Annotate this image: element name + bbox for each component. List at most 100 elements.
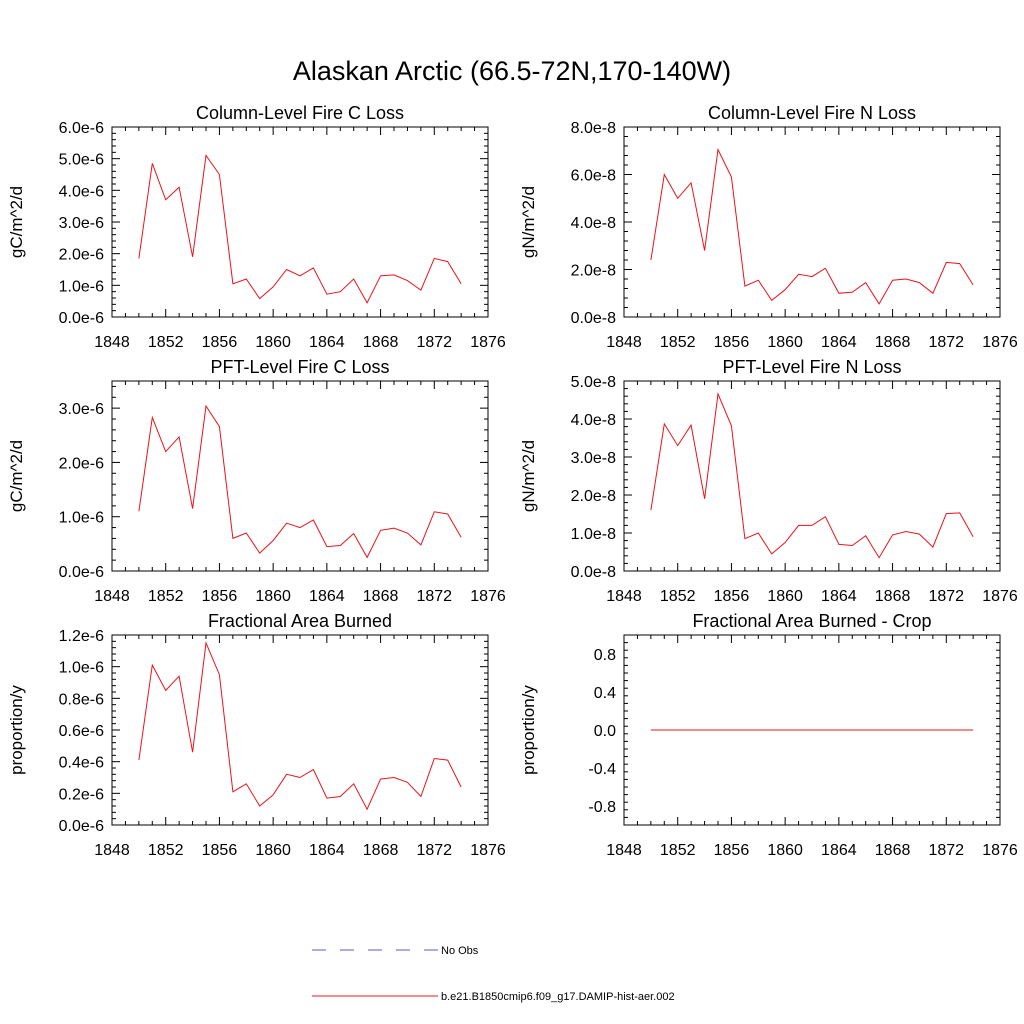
panel-4-xtick-label: 1864 xyxy=(821,588,857,605)
panel-1-ytick-label: 4.0e-6 xyxy=(59,183,104,200)
panel-3: PFT-Level Fire C Loss gC/m^2/d 1848 1852 185… xyxy=(7,357,506,605)
panel-5-xtick-label: 1876 xyxy=(470,842,506,859)
panel-6-xtick-label: 1856 xyxy=(714,842,750,859)
legend: No Obs b.e21.B1850cmip6.f09_g17.DAMIP-hi… xyxy=(312,945,675,1003)
panel-5-ytick-label: 0.4e-6 xyxy=(59,755,104,772)
panel-1-xtick-label: 1876 xyxy=(470,334,506,351)
panel-1-xtick-label: 1872 xyxy=(416,334,452,351)
panel-4: PFT-Level Fire N Loss gN/m^2/d 1848 1852 185… xyxy=(519,357,1018,605)
panel-6-xtick-label: 1868 xyxy=(875,842,911,859)
legend-entry-1-label: b.e21.B1850cmip6.f09_g17.DAMIP-hist-aer.… xyxy=(441,991,675,1003)
panel-4-frame xyxy=(623,380,1001,572)
panel-5-ylabel: proportion/y xyxy=(7,685,26,775)
panel-4-xtick-label: 1848 xyxy=(606,588,642,605)
panel-4-title: PFT-Level Fire N Loss xyxy=(722,357,901,377)
panel-2-ylabel: gN/m^2/d xyxy=(519,186,538,258)
panel-4-ytick-label: 3.0e-8 xyxy=(571,450,616,467)
panel-5-xtick-label: 1872 xyxy=(416,842,452,859)
panel-1-xtick-label: 1856 xyxy=(202,334,238,351)
panel-6-ytick-label: 0.8 xyxy=(594,647,616,664)
panel-1-ytick-label: 1.0e-6 xyxy=(59,278,104,295)
panel-6-ylabel: proportion/y xyxy=(519,685,538,775)
panel-5-ytick-label: 0.6e-6 xyxy=(59,723,104,740)
panel-1-ylabel: gC/m^2/d xyxy=(7,186,26,258)
panel-3-frame xyxy=(111,380,489,572)
panel-6-xtick-label: 1876 xyxy=(982,842,1018,859)
panel-3-xtick-label: 1864 xyxy=(309,588,345,605)
panel-4-series-line xyxy=(650,391,974,559)
panel-6-ytick-label: -0.8 xyxy=(588,799,616,816)
panel-3-series-line xyxy=(138,404,462,559)
panel-2-xtick-label: 1864 xyxy=(821,334,857,351)
panel-5-ytick-label: 1.0e-6 xyxy=(59,660,104,677)
panel-6-ytick-label: 0.0 xyxy=(594,723,616,740)
panel-1-title: Column-Level Fire C Loss xyxy=(196,103,404,123)
panel-2: Column-Level Fire N Loss gN/m^2/d 1848 1852… xyxy=(519,103,1018,351)
panel-2-xtick-label: 1860 xyxy=(767,334,803,351)
panel-2-ytick-label: 2.0e-8 xyxy=(571,263,616,280)
panel-6-xtick-label: 1872 xyxy=(928,842,964,859)
panel-4-xtick-label: 1876 xyxy=(982,588,1018,605)
panel-6-xtick-label: 1860 xyxy=(767,842,803,859)
panel-4-xtick-label: 1872 xyxy=(928,588,964,605)
panel-5-ytick-label: 0.0e-6 xyxy=(59,818,104,835)
panel-2-ytick-label: 6.0e-8 xyxy=(571,168,616,185)
panel-4-xtick-label: 1856 xyxy=(714,588,750,605)
panel-3-ytick-label: 0.0e-6 xyxy=(59,564,104,581)
panel-4-ytick-label: 2.0e-8 xyxy=(571,488,616,505)
panel-3-xtick-label: 1876 xyxy=(470,588,506,605)
panel-6-ytick-label: 0.4 xyxy=(594,685,616,702)
panel-6-title: Fractional Area Burned - Crop xyxy=(692,611,931,631)
panel-2-ytick-label: 0.0e-8 xyxy=(571,310,616,327)
panel-3-xtick-label: 1868 xyxy=(363,588,399,605)
panel-5-xtick-label: 1852 xyxy=(148,842,184,859)
panel-2-series-line xyxy=(650,147,974,305)
panel-5-xtick-label: 1848 xyxy=(94,842,130,859)
panel-4-ylabel: gN/m^2/d xyxy=(519,440,538,512)
panel-2-xtick-label: 1856 xyxy=(714,334,750,351)
panel-1-ytick-label: 5.0e-6 xyxy=(59,152,104,169)
panel-4-ytick-label: 4.0e-8 xyxy=(571,412,616,429)
panel-1-ytick-label: 0.0e-6 xyxy=(59,310,104,327)
panel-3-title: PFT-Level Fire C Loss xyxy=(210,357,389,377)
panel-1-xtick-label: 1852 xyxy=(148,334,184,351)
panel-5-title: Fractional Area Burned xyxy=(208,611,392,631)
panel-2-frame xyxy=(623,126,1001,318)
panel-4-xtick-label: 1860 xyxy=(767,588,803,605)
panel-1-xtick-label: 1864 xyxy=(309,334,345,351)
panel-1-ytick-label: 3.0e-6 xyxy=(59,215,104,232)
panel-1-frame xyxy=(111,126,489,318)
panel-4-ytick-label: 5.0e-8 xyxy=(571,374,616,391)
panel-1-xtick-label: 1860 xyxy=(255,334,291,351)
panel-1-ytick-label: 6.0e-6 xyxy=(59,120,104,137)
panel-5-xtick-label: 1856 xyxy=(202,842,238,859)
panel-2-title: Column-Level Fire N Loss xyxy=(708,103,916,123)
panel-2-ytick-label: 8.0e-8 xyxy=(571,120,616,137)
panel-3-ytick-label: 1.0e-6 xyxy=(59,510,104,527)
panel-5-frame xyxy=(111,634,489,826)
panel-2-xtick-label: 1876 xyxy=(982,334,1018,351)
panel-2-xtick-label: 1852 xyxy=(660,334,696,351)
panel-2-xtick-label: 1848 xyxy=(606,334,642,351)
panel-1-xtick-label: 1848 xyxy=(94,334,130,351)
panel-5-xtick-label: 1860 xyxy=(255,842,291,859)
panel-5: Fractional Area Burned proportion/y 1848 18… xyxy=(7,611,506,859)
legend-entry-0-label: No Obs xyxy=(441,945,479,957)
panel-1-ytick-label: 2.0e-6 xyxy=(59,247,104,264)
panel-2-xtick-label: 1872 xyxy=(928,334,964,351)
panel-5-ytick-label: 1.2e-6 xyxy=(59,628,104,645)
panels: Column-Level Fire C Loss gC/m^2/d 1848 1852… xyxy=(7,103,1018,859)
panel-5-ytick-label: 0.2e-6 xyxy=(59,786,104,803)
panel-6-xtick-label: 1864 xyxy=(821,842,857,859)
panel-4-ytick-label: 1.0e-8 xyxy=(571,526,616,543)
panel-3-xtick-label: 1872 xyxy=(416,588,452,605)
panel-3-ytick-label: 3.0e-6 xyxy=(59,401,104,418)
figure-title: Alaskan Arctic (66.5-72N,170-140W) xyxy=(293,56,731,86)
panel-6: Fractional Area Burned - Crop proportion/… xyxy=(519,611,1018,859)
panel-3-ytick-label: 2.0e-6 xyxy=(59,455,104,472)
panel-3-xtick-label: 1860 xyxy=(255,588,291,605)
panel-1: Column-Level Fire C Loss gC/m^2/d 1848 1852… xyxy=(7,103,506,351)
panel-3-ylabel: gC/m^2/d xyxy=(7,440,26,512)
panel-4-ytick-label: 0.0e-8 xyxy=(571,564,616,581)
